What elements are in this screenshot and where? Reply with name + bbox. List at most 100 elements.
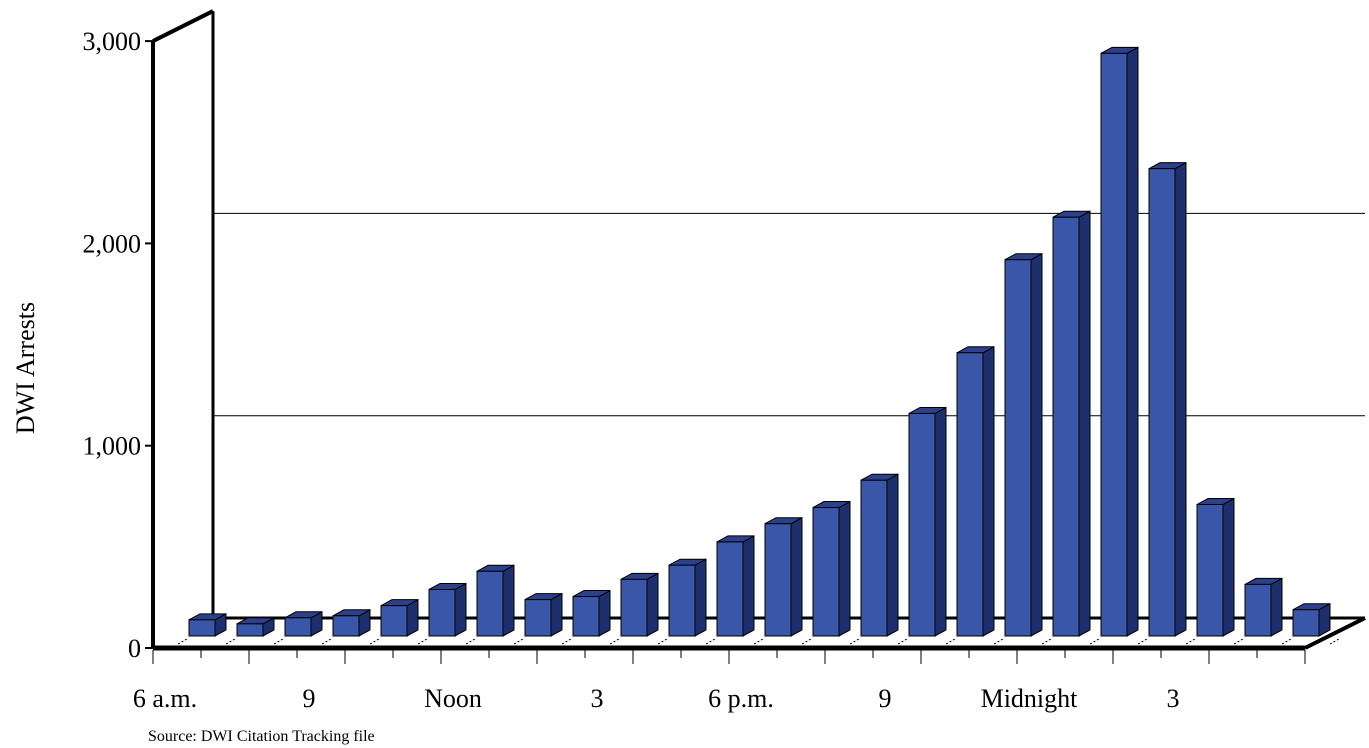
floor-hatch	[273, 638, 284, 645]
bar	[908, 406, 947, 637]
bar	[332, 608, 371, 637]
bar	[188, 612, 227, 637]
floor-hatch	[513, 638, 524, 645]
floor-hatch	[993, 638, 1004, 645]
bar	[524, 592, 563, 637]
bar-side	[1030, 252, 1043, 637]
x-tick-label: 3	[1167, 684, 1180, 713]
bar-front	[380, 605, 408, 637]
bar-side	[454, 582, 467, 637]
floor-hatch	[1041, 638, 1052, 645]
bar	[812, 500, 851, 637]
floor-hatch	[1281, 638, 1292, 645]
bar-side	[1126, 46, 1139, 637]
bar	[620, 572, 659, 637]
bar	[764, 516, 803, 637]
bar	[428, 582, 467, 637]
bar	[476, 564, 515, 637]
chart-floor	[153, 616, 1366, 651]
top-depth-edge	[152, 9, 214, 43]
bar-side	[694, 558, 707, 637]
bar-side	[1078, 210, 1091, 637]
bar-side	[550, 592, 563, 637]
bar-front	[1052, 216, 1080, 637]
bar-front	[524, 599, 552, 637]
y-tick-label: 1,000	[83, 432, 142, 461]
x-tick-label: 9	[879, 684, 892, 713]
bar-front	[572, 596, 600, 637]
bar-front	[1244, 583, 1272, 637]
gridlines	[213, 212, 1365, 417]
x-axis-ticks: 6 a.m. 9 Noon 3 6 p.m. 9 Midnight 3	[133, 650, 1306, 713]
bar-side	[982, 345, 995, 637]
x-tick-label: 6 a.m.	[133, 684, 197, 713]
bar	[1148, 161, 1187, 637]
bar-front	[1004, 259, 1032, 637]
bar-side	[886, 473, 899, 637]
bar	[1004, 252, 1043, 637]
floor-hatch	[225, 638, 236, 645]
bar	[860, 473, 899, 637]
floor-hatch	[1137, 638, 1148, 645]
bar-side	[1222, 497, 1235, 637]
floor-hatch	[897, 638, 908, 645]
bar-front	[236, 623, 264, 637]
x-tick-label: 6 p.m.	[708, 684, 774, 713]
floor-hatch	[657, 638, 668, 645]
floor-hatch	[321, 638, 332, 645]
bar-front	[1292, 609, 1320, 637]
y-axis-title: DWI Arrests	[11, 302, 40, 434]
bar-front	[764, 523, 792, 637]
floor-hatch	[1329, 638, 1340, 645]
floor-hatch	[1089, 638, 1100, 645]
bar-front	[620, 578, 648, 637]
bar-side	[646, 572, 659, 637]
bar	[1196, 497, 1235, 637]
floor-hatch	[465, 638, 476, 645]
floor-hatch	[177, 638, 188, 645]
bar-front	[428, 588, 456, 637]
x-tick-label: Noon	[424, 684, 482, 713]
bar	[380, 598, 419, 637]
bar	[716, 535, 755, 637]
bar-front	[668, 564, 696, 637]
floor-hatch	[945, 638, 956, 645]
bar	[668, 558, 707, 637]
bar-front	[1100, 52, 1128, 637]
floor-hatch	[369, 638, 380, 645]
bar-side	[1270, 577, 1283, 637]
floor-hatch	[417, 638, 428, 645]
bar-side	[502, 564, 515, 637]
bar-side	[838, 500, 851, 637]
bar-front	[284, 617, 312, 637]
bar	[284, 610, 323, 637]
bar	[1100, 46, 1139, 637]
x-tick-label: Midnight	[981, 684, 1079, 713]
x-tick-label: 9	[303, 684, 316, 713]
bar-front	[476, 570, 504, 637]
floor-hatch	[1185, 638, 1196, 645]
bar	[236, 617, 275, 637]
bar-front	[1196, 504, 1224, 637]
bar-side	[1174, 161, 1187, 637]
y-tick-label: 2,000	[83, 229, 142, 258]
bar	[572, 589, 611, 637]
bar-side	[934, 406, 947, 637]
bar	[956, 345, 995, 637]
source-note: Source: DWI Citation Tracking file	[148, 728, 375, 745]
floor-hatch	[561, 638, 572, 645]
bar-front	[188, 619, 216, 637]
floor-hatch	[753, 638, 764, 645]
floor-hatch	[801, 638, 812, 645]
bar-front	[908, 412, 936, 637]
bar-side	[598, 589, 611, 637]
bar-front	[716, 541, 744, 637]
floor-hatch	[849, 638, 860, 645]
bar-front	[812, 507, 840, 637]
y-tick-label: 3,000	[83, 27, 142, 56]
y-tick-label: 0	[128, 634, 141, 663]
bar	[1244, 577, 1283, 637]
x-tick-label: 3	[591, 684, 604, 713]
bar	[1052, 210, 1091, 637]
floor-right-edge	[1304, 616, 1366, 650]
